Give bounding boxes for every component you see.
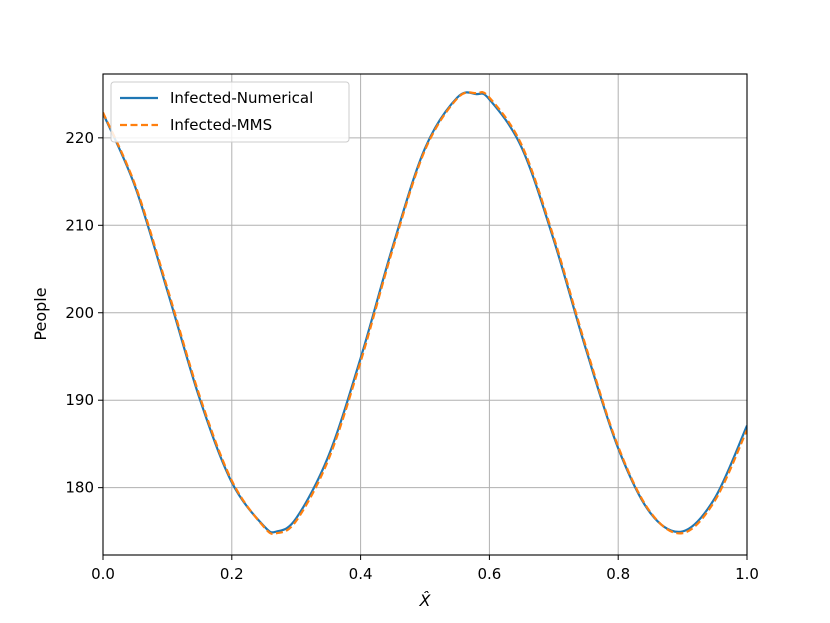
y-tick-label: 190 <box>65 391 94 409</box>
plot-frame <box>102 73 748 556</box>
series-layer <box>103 91 747 536</box>
y-tick-label: 220 <box>65 129 94 147</box>
y-tick-label: 210 <box>65 216 94 234</box>
legend-box <box>110 81 350 143</box>
y-tick-label: 180 <box>65 479 94 497</box>
legend-label: Infected-MMS <box>170 116 272 134</box>
x-tick-label: 0.4 <box>349 565 373 583</box>
x-axis-label: X̂ <box>419 591 432 610</box>
legend-label: Infected-Numerical <box>170 89 313 107</box>
x-tick-label: 0.2 <box>220 565 244 583</box>
y-axis: 180 190 200 210 220 <box>65 129 103 497</box>
x-tick-label: 1.0 <box>735 565 759 583</box>
x-tick-label: 0.0 <box>91 565 115 583</box>
x-axis: 0.0 0.2 0.4 0.6 0.8 1.0 <box>91 555 759 583</box>
series-line-infected-mms <box>103 91 747 536</box>
x-tick-label: 0.8 <box>606 565 630 583</box>
legend: Infected-Numerical Infected-MMS <box>110 81 350 143</box>
y-tick-label: 200 <box>65 304 94 322</box>
x-tick-label: 0.6 <box>477 565 501 583</box>
y-axis-label: People <box>31 287 50 340</box>
